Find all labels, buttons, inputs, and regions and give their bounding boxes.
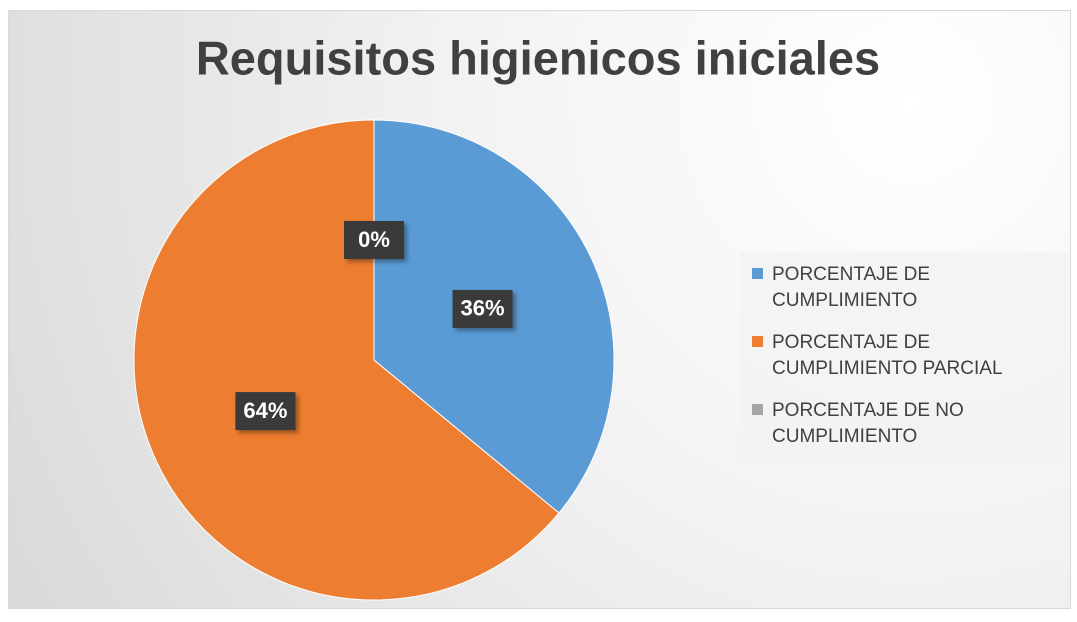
chart-title: Requisitos higienicos iniciales xyxy=(196,31,880,84)
legend-item: PORCENTAJE DE NO CUMPLIMIENTO xyxy=(752,398,1052,450)
legend-label: PORCENTAJE DE CUMPLIMIENTO PARCIAL xyxy=(772,332,1003,379)
data-label-text: 0% xyxy=(358,227,390,252)
legend-label: PORCENTAJE DE NO CUMPLIMIENTO xyxy=(772,400,964,447)
legend-swatch xyxy=(752,268,763,279)
data-label-text: 64% xyxy=(243,398,287,423)
legend-label: PORCENTAJE DE CUMPLIMIENTO xyxy=(772,264,931,311)
legend-item: PORCENTAJE DE CUMPLIMIENTO xyxy=(752,262,1052,314)
data-label-box xyxy=(235,392,296,431)
legend-swatch xyxy=(752,336,763,347)
legend-item: PORCENTAJE DE CUMPLIMIENTO PARCIAL xyxy=(752,330,1052,382)
pie-slice xyxy=(133,119,560,601)
legend-swatch xyxy=(752,404,763,415)
data-label-box xyxy=(344,221,404,259)
data-label: 64% xyxy=(235,392,296,431)
data-label: 0% xyxy=(344,221,404,259)
data-label-text: 36% xyxy=(461,296,505,321)
data-label: 36% xyxy=(452,289,513,328)
data-label-box xyxy=(452,289,513,328)
legend: PORCENTAJE DE CUMPLIMIENTO PORCENTAJE DE … xyxy=(740,252,1068,464)
